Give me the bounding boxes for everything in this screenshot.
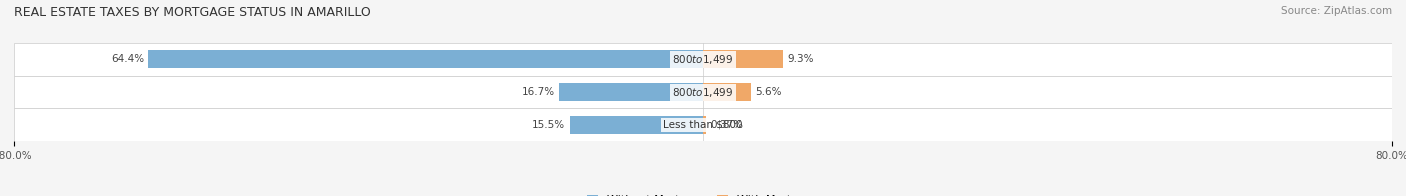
Bar — [703, 51, 783, 68]
Bar — [149, 51, 703, 68]
Bar — [703, 83, 751, 101]
Bar — [14, 43, 1392, 76]
Text: 0.37%: 0.37% — [710, 120, 744, 130]
Text: 15.5%: 15.5% — [531, 120, 565, 130]
Bar — [569, 116, 703, 134]
Bar — [703, 116, 706, 134]
Legend: Without Mortgage, With Mortgage: Without Mortgage, With Mortgage — [582, 190, 824, 196]
Text: 16.7%: 16.7% — [522, 87, 555, 97]
Text: 64.4%: 64.4% — [111, 54, 143, 64]
Text: $800 to $1,499: $800 to $1,499 — [672, 53, 734, 66]
Bar — [560, 83, 703, 101]
Text: REAL ESTATE TAXES BY MORTGAGE STATUS IN AMARILLO: REAL ESTATE TAXES BY MORTGAGE STATUS IN … — [14, 6, 371, 19]
Text: 9.3%: 9.3% — [787, 54, 814, 64]
Bar — [14, 108, 1392, 141]
Bar — [14, 76, 1392, 108]
Text: Source: ZipAtlas.com: Source: ZipAtlas.com — [1281, 6, 1392, 16]
Text: 5.6%: 5.6% — [755, 87, 782, 97]
Text: Less than $800: Less than $800 — [664, 120, 742, 130]
Text: $800 to $1,499: $800 to $1,499 — [672, 86, 734, 99]
